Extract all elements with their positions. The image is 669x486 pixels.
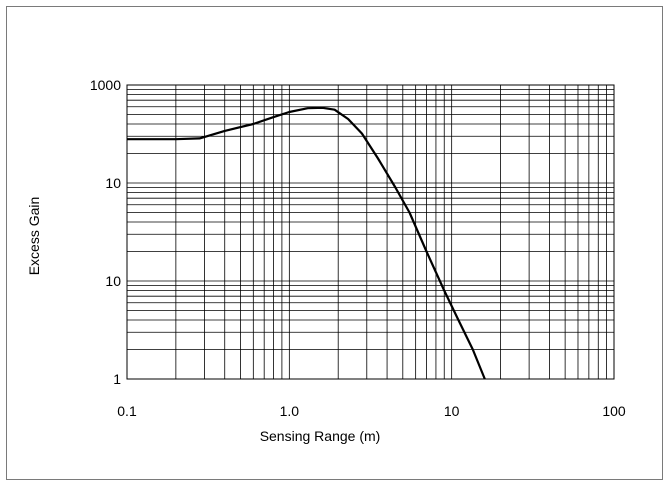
y-tick-labels: 1 10 10 1000: [90, 77, 121, 387]
y-tick-label: 1: [113, 371, 121, 387]
y-tick-label: 10: [105, 175, 121, 191]
x-tick-label: 1.0: [280, 403, 300, 419]
x-tick-label: 10: [444, 403, 460, 419]
y-axis-label: Excess Gain: [26, 197, 42, 276]
plot-area: [126, 84, 615, 380]
x-tick-label: 100: [602, 403, 626, 419]
x-tick-labels: 0.1 1.0 10 100: [117, 403, 626, 419]
series-line: [127, 106, 486, 380]
grid: [127, 85, 614, 379]
x-tick-label: 0.1: [117, 403, 137, 419]
chart-frame: 0.1 1.0 10 100 1 10 10 1000 Sensing Range (m) …: [6, 6, 663, 480]
y-tick-label: 1000: [90, 77, 121, 93]
y-tick-label: 10: [105, 273, 121, 289]
x-axis-label: Sensing Range (m): [260, 428, 381, 444]
